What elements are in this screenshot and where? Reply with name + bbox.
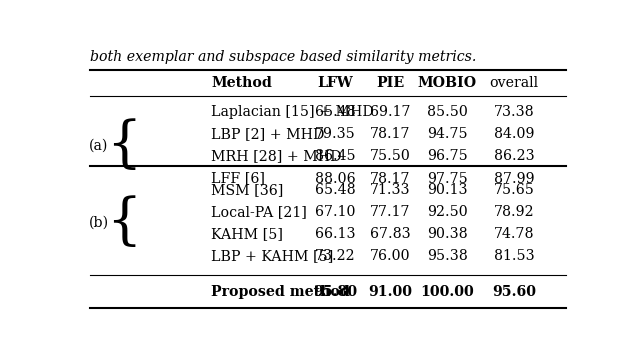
Text: 100.00: 100.00 xyxy=(420,285,474,299)
Text: overall: overall xyxy=(490,76,539,90)
Text: 85.50: 85.50 xyxy=(427,105,467,119)
Text: 84.09: 84.09 xyxy=(493,127,534,141)
Text: Laplacian [15] + MHD: Laplacian [15] + MHD xyxy=(211,105,374,119)
Text: 87.99: 87.99 xyxy=(493,172,534,186)
Text: 69.17: 69.17 xyxy=(370,105,410,119)
Text: 67.83: 67.83 xyxy=(370,227,410,241)
Text: 75.65: 75.65 xyxy=(493,183,534,197)
Text: 71.33: 71.33 xyxy=(370,183,410,197)
Text: Method: Method xyxy=(211,76,272,90)
Text: 75.50: 75.50 xyxy=(369,148,410,163)
Text: 97.75: 97.75 xyxy=(427,172,467,186)
Text: 74.78: 74.78 xyxy=(493,227,534,241)
Text: LFF [6]: LFF [6] xyxy=(211,172,266,186)
Text: 81.53: 81.53 xyxy=(493,249,534,263)
Text: 79.35: 79.35 xyxy=(315,127,356,141)
Text: 91.00: 91.00 xyxy=(368,285,412,299)
Text: 78.17: 78.17 xyxy=(370,127,410,141)
Text: LFW: LFW xyxy=(317,76,353,90)
Text: MOBIO: MOBIO xyxy=(417,76,477,90)
Text: {: { xyxy=(106,118,141,173)
Text: 95.80: 95.80 xyxy=(314,285,358,299)
Text: 77.17: 77.17 xyxy=(370,205,410,219)
Text: 73.22: 73.22 xyxy=(315,249,356,263)
Text: {: { xyxy=(106,196,141,250)
Text: 86.45: 86.45 xyxy=(315,148,356,163)
Text: 73.38: 73.38 xyxy=(493,105,534,119)
Text: MSM [36]: MSM [36] xyxy=(211,183,284,197)
Text: 90.13: 90.13 xyxy=(427,183,467,197)
Text: LBP [2] + MHD: LBP [2] + MHD xyxy=(211,127,325,141)
Text: 78.17: 78.17 xyxy=(370,172,410,186)
Text: both exemplar and subspace based similarity metrics.: both exemplar and subspace based similar… xyxy=(90,50,476,64)
Text: 78.92: 78.92 xyxy=(493,205,534,219)
Text: 86.23: 86.23 xyxy=(493,148,534,163)
Text: (a): (a) xyxy=(89,138,109,152)
Text: PIE: PIE xyxy=(376,76,404,90)
Text: 95.38: 95.38 xyxy=(427,249,467,263)
Text: 95.60: 95.60 xyxy=(492,285,536,299)
Text: 88.06: 88.06 xyxy=(315,172,356,186)
Text: KAHM [5]: KAHM [5] xyxy=(211,227,284,241)
Text: Proposed method: Proposed method xyxy=(211,285,350,299)
Text: LBP + KAHM [5]: LBP + KAHM [5] xyxy=(211,249,334,263)
Text: 67.10: 67.10 xyxy=(315,205,356,219)
Text: (b): (b) xyxy=(89,216,109,230)
Text: 94.75: 94.75 xyxy=(427,127,467,141)
Text: 90.38: 90.38 xyxy=(427,227,467,241)
Text: 65.48: 65.48 xyxy=(315,105,356,119)
Text: 65.48: 65.48 xyxy=(315,183,356,197)
Text: 92.50: 92.50 xyxy=(427,205,467,219)
Text: 96.75: 96.75 xyxy=(427,148,467,163)
Text: 66.13: 66.13 xyxy=(315,227,356,241)
Text: 76.00: 76.00 xyxy=(370,249,410,263)
Text: Local-PA [21]: Local-PA [21] xyxy=(211,205,307,219)
Text: MRH [28] + MHD: MRH [28] + MHD xyxy=(211,148,342,163)
